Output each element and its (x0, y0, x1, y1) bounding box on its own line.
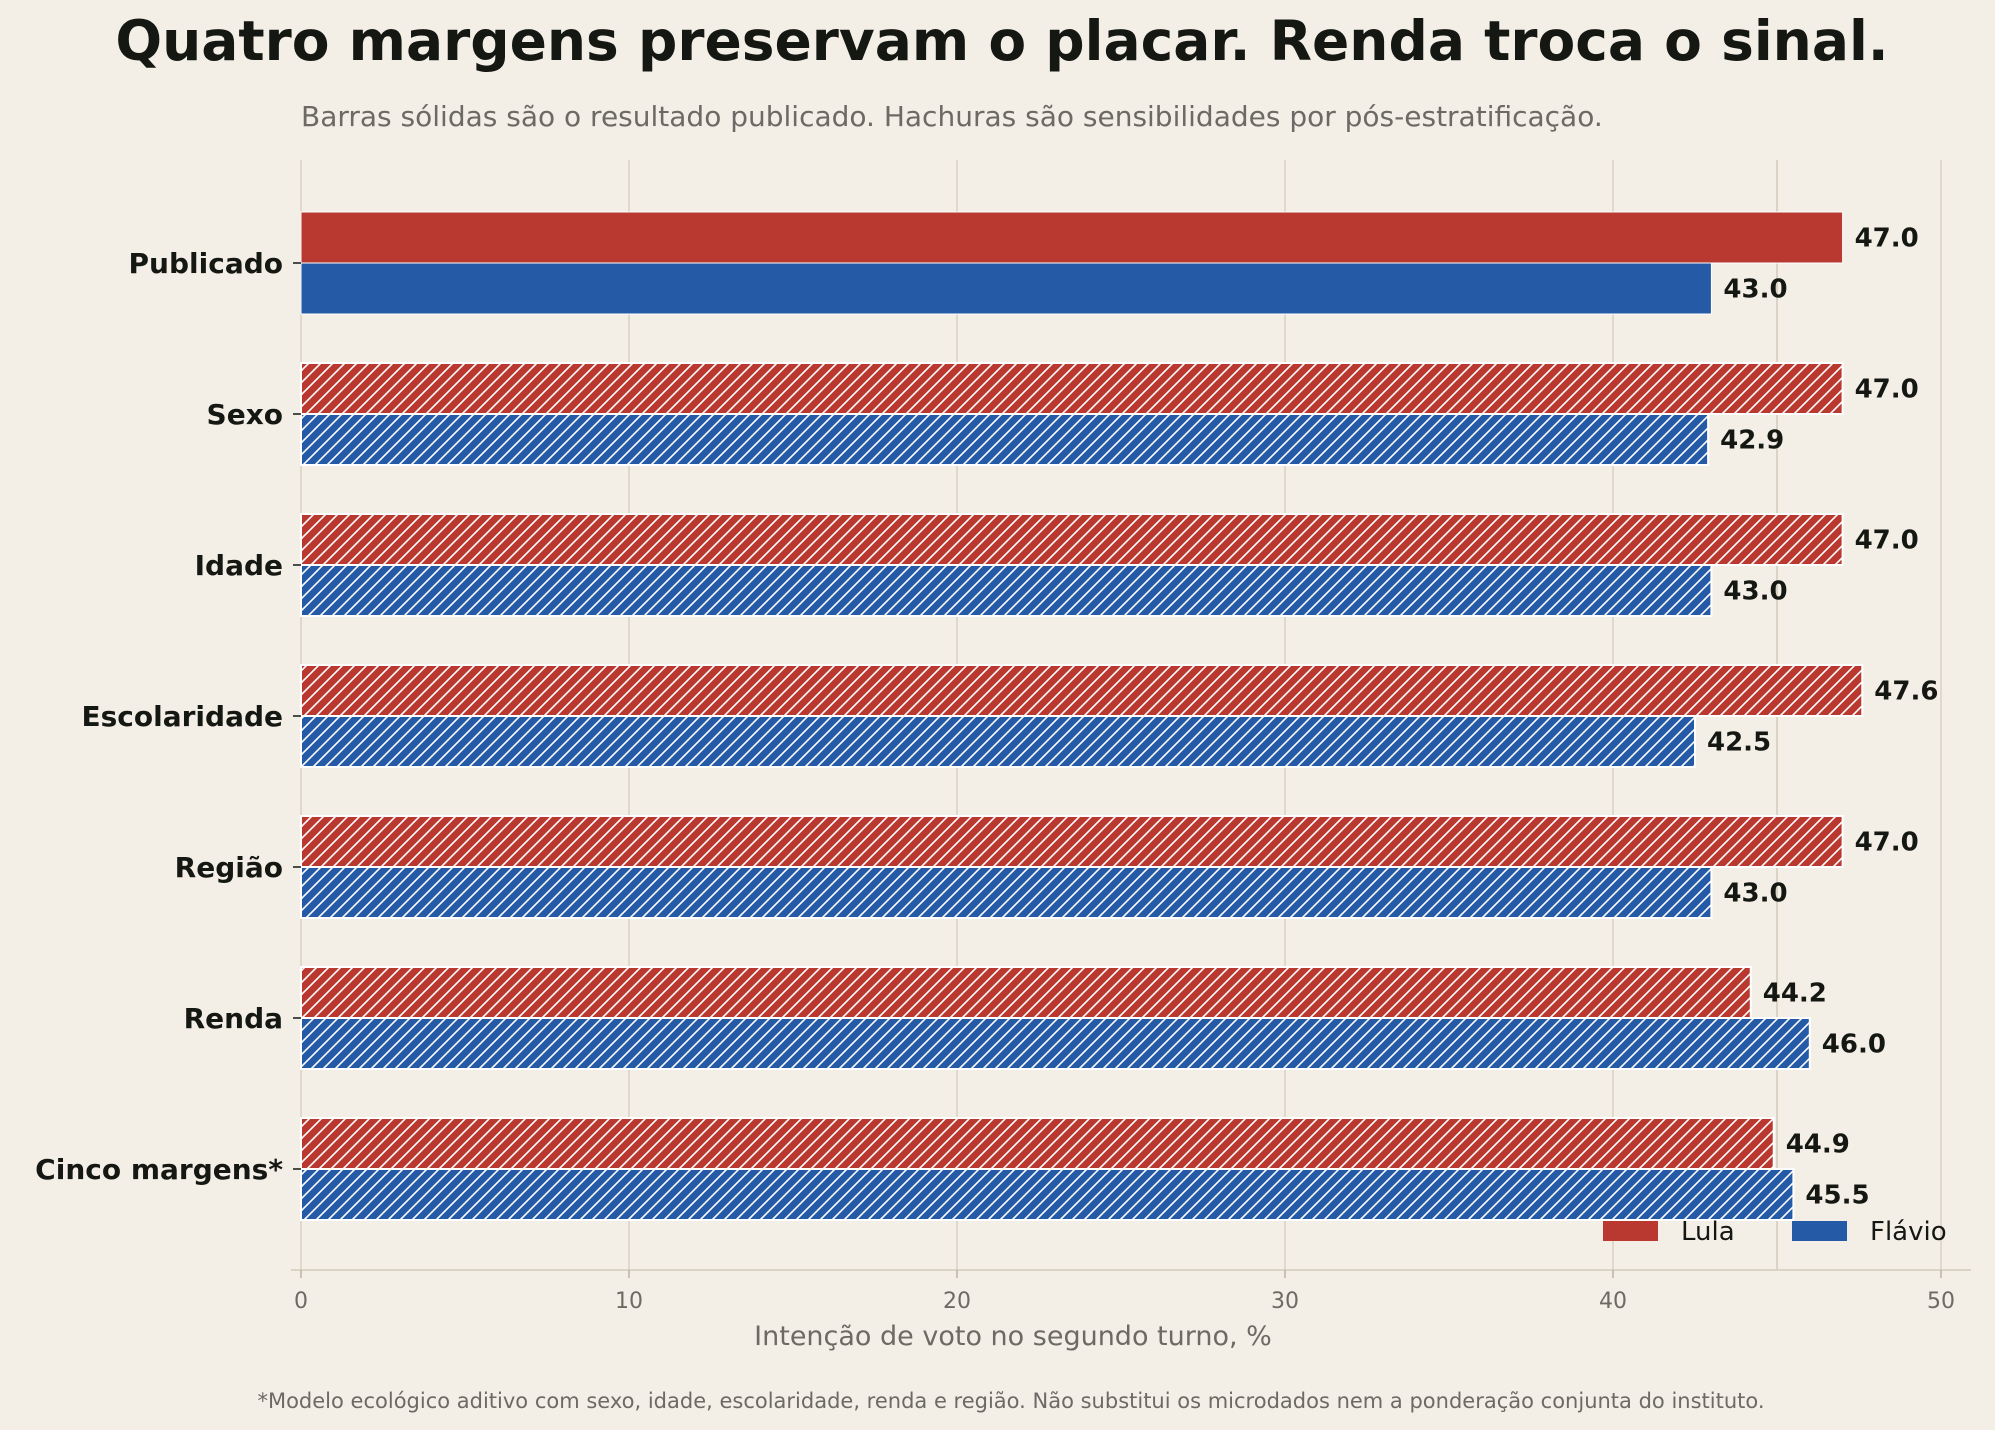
legend-swatch (1603, 1221, 1658, 1241)
category-label: Publicado (129, 247, 283, 280)
category-label: Renda (184, 1002, 283, 1035)
category-label: Sexo (207, 398, 283, 431)
bar-flvio-5 (300, 1017, 1811, 1070)
x-axis: 0 10 20 30 40 50 (291, 1269, 1971, 1314)
bar-lula-2 (300, 513, 1844, 566)
bar-lula-1 (300, 362, 1844, 415)
value-label: 47.0 (1855, 828, 1919, 858)
value-label: 43.0 (1723, 275, 1787, 305)
bar-lula-3 (300, 664, 1864, 717)
bar-lula-0 (300, 211, 1844, 264)
bar-lula-4 (300, 815, 1844, 868)
x-tick-label: 40 (1599, 1289, 1627, 1314)
value-label: 44.9 (1786, 1130, 1850, 1160)
category-label: Escolaridade (82, 700, 284, 733)
value-label: 44.2 (1763, 979, 1827, 1009)
value-label: 47.0 (1855, 224, 1919, 254)
footnote: *Modelo ecológico aditivo com sexo, idad… (257, 1389, 1764, 1413)
legend: Lula Flávio (1603, 1217, 1947, 1247)
value-label: 47.6 (1874, 677, 1938, 707)
value-label: 46.0 (1822, 1030, 1886, 1060)
bar-flvio-1 (300, 413, 1710, 466)
legend-label: Flávio (1870, 1217, 1947, 1247)
x-tick-label: 0 (294, 1289, 308, 1314)
legend-label: Lula (1681, 1217, 1735, 1247)
category-label: Idade (195, 549, 283, 582)
x-tick-label: 10 (615, 1289, 643, 1314)
x-tick-label: 50 (1927, 1289, 1955, 1314)
category-label: Região (175, 851, 283, 884)
category-label: Cinco margens* (35, 1153, 283, 1186)
value-label: 42.5 (1707, 728, 1771, 758)
bar-lula-6 (300, 1117, 1775, 1170)
x-tick-label: 20 (943, 1289, 971, 1314)
chart-subtitle: Barras sólidas são o resultado publicado… (301, 100, 1603, 133)
bars: 47.0 43.0 47.0 42.9 47.0 43.0 47.6 42.5 47.0 43.0… (300, 211, 1938, 1221)
value-label: 47.0 (1855, 526, 1919, 556)
bar-flvio-2 (300, 564, 1713, 617)
x-tick-label: 30 (1271, 1289, 1299, 1314)
value-label: 47.0 (1855, 375, 1919, 405)
value-label: 42.9 (1720, 426, 1784, 456)
bar-lula-5 (300, 966, 1752, 1019)
bar-flvio-3 (300, 715, 1696, 768)
value-label: 43.0 (1723, 879, 1787, 909)
x-axis-label: Intenção de voto no segundo turno, % (754, 1321, 1272, 1352)
value-label: 43.0 (1723, 577, 1787, 607)
bar-flvio-4 (300, 866, 1713, 919)
legend-swatch (1792, 1221, 1847, 1241)
bar-flvio-0 (300, 262, 1712, 315)
category-labels: Publicado Sexo Idade Escolaridade Região Rend… (35, 247, 301, 1186)
bar-flvio-6 (300, 1168, 1795, 1221)
value-label: 45.5 (1805, 1181, 1869, 1211)
chart-title: Quatro margens preservam o placar. Renda… (115, 9, 1888, 73)
